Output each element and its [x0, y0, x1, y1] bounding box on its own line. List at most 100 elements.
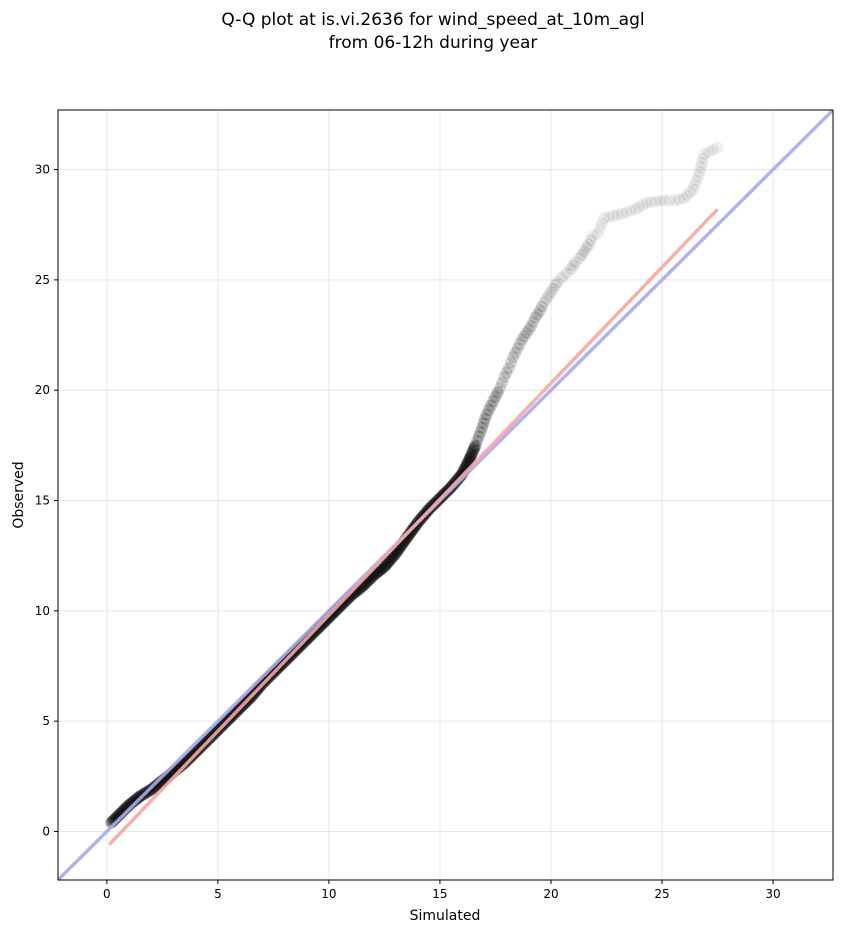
quantile-point — [556, 271, 569, 284]
quantile-point — [467, 443, 480, 456]
quantile-point — [513, 337, 526, 350]
quantile-point — [500, 366, 513, 379]
quantile-point — [582, 238, 595, 251]
quantile-point — [507, 351, 520, 364]
quantile-point — [644, 196, 657, 209]
quantile-point — [471, 434, 484, 447]
quantile-point — [547, 282, 560, 295]
axis-ticks: 0 5 10 15 20 25 30 0 5 10 15 20 25 30 — [35, 163, 781, 901]
quantile-point — [591, 227, 604, 240]
quantile-point — [150, 779, 163, 792]
quantile-point — [382, 555, 395, 568]
quantile-point — [663, 194, 676, 207]
quantile-point — [678, 192, 691, 205]
quantile-point — [529, 311, 542, 324]
y-tick-label: 0 — [42, 824, 50, 838]
quantile-point — [549, 279, 562, 292]
quantile-point — [629, 203, 642, 216]
quantile-point — [377, 561, 390, 574]
y-tick-label: 30 — [35, 163, 50, 177]
quantile-point — [482, 404, 495, 417]
quantile-point — [522, 323, 535, 336]
quantile-point — [479, 412, 492, 425]
quantile-point — [695, 156, 708, 169]
quantile-point — [384, 553, 397, 566]
quantile-point — [578, 245, 591, 258]
x-tick-label: 20 — [543, 887, 558, 901]
quantile-point — [148, 780, 161, 793]
quantile-point — [688, 179, 701, 192]
quantile-point — [468, 440, 481, 453]
quantile-point — [636, 198, 649, 211]
quantile-point — [580, 241, 593, 254]
quantile-point — [485, 399, 498, 412]
x-tick-label: 10 — [321, 887, 336, 901]
quantile-point — [593, 222, 606, 235]
quantile-point — [487, 395, 500, 408]
quantile-point — [692, 170, 705, 183]
quantile-point — [711, 141, 724, 154]
quantile-point — [687, 183, 700, 196]
quantile-point — [404, 526, 417, 539]
chart-subtitle: from 06-12h during year — [329, 33, 538, 53]
quantile-point — [573, 251, 586, 264]
quantile-point — [524, 320, 537, 333]
quantile-point — [468, 442, 481, 455]
quantile-point — [620, 206, 633, 219]
quantile-point — [607, 209, 620, 222]
quantile-point — [180, 754, 193, 767]
quantile-point — [493, 381, 506, 394]
quantile-point — [476, 421, 489, 434]
quantile-point — [469, 439, 482, 452]
y-tick-label: 5 — [42, 714, 50, 728]
quantile-point — [694, 161, 707, 174]
quantile-point — [147, 781, 160, 794]
quantile-point — [596, 217, 609, 230]
quantile-point — [633, 201, 646, 214]
quantile-point — [466, 446, 479, 459]
fit-line — [107, 208, 719, 846]
quantile-point — [681, 189, 694, 202]
quantile-point — [616, 207, 629, 220]
quantile-point — [560, 267, 573, 280]
quantile-point — [178, 757, 191, 770]
quantile-point — [131, 792, 144, 805]
quantile-point — [669, 194, 682, 207]
quantile-point — [536, 300, 549, 313]
quantile-point — [649, 195, 662, 208]
quantile-point — [151, 778, 164, 791]
quantile-point — [498, 370, 511, 383]
quantile-point — [403, 528, 416, 541]
quantile-point — [653, 195, 666, 208]
grid-lines — [58, 110, 833, 880]
quantile-point — [380, 558, 393, 571]
quantile-point — [474, 426, 487, 439]
quantile-point — [383, 554, 396, 567]
quantile-point — [129, 794, 142, 807]
quantile-point — [505, 356, 518, 369]
quantile-point — [673, 193, 686, 206]
quantile-point — [707, 143, 720, 156]
quantile-point — [567, 259, 580, 272]
quantile-point — [480, 408, 493, 421]
quantile-point — [598, 212, 611, 225]
quantile-point — [542, 289, 555, 302]
quantile-point — [496, 376, 509, 389]
x-axis-label: Simulated — [410, 908, 481, 924]
quantile-point — [702, 145, 715, 158]
quantile-point — [698, 148, 711, 161]
x-tick-label: 25 — [654, 887, 669, 901]
chart-title: Q-Q plot at is.vi.2636 for wind_speed_at… — [221, 10, 644, 30]
quantile-point — [130, 793, 143, 806]
y-tick-label: 10 — [35, 604, 50, 618]
quantile-point — [538, 295, 551, 308]
quantile-point — [464, 450, 477, 463]
quantile-point — [533, 304, 546, 317]
y-tick-label: 15 — [35, 494, 50, 508]
quantile-point — [569, 256, 582, 269]
quantile-point — [697, 152, 710, 165]
quantile-point — [378, 560, 391, 573]
quantile-point — [693, 165, 706, 178]
quantile-point — [531, 308, 544, 321]
